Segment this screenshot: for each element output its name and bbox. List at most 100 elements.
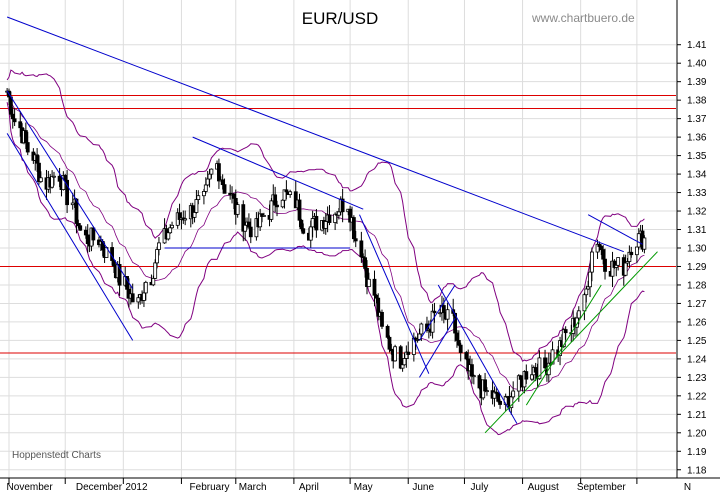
x-tick-label: March: [239, 482, 267, 492]
y-tick-label: 1.19: [687, 447, 707, 458]
candle-body: [308, 226, 313, 241]
candle-body: [543, 357, 547, 369]
candle-body: [629, 251, 634, 256]
candle-body: [151, 277, 156, 286]
candle-body: [530, 374, 534, 380]
candle-body: [387, 336, 392, 350]
candle-body: [455, 332, 459, 341]
candle-body: [380, 311, 384, 327]
y-tick-label: 1.41: [687, 40, 707, 51]
candle-body: [327, 214, 332, 223]
x-tick-label: February: [190, 482, 230, 492]
trendline-main-downtrend: [6, 16, 624, 253]
x-tick-label: April: [299, 482, 319, 492]
y-tick-label: 1.21: [687, 410, 707, 421]
candle-body: [168, 227, 173, 234]
candle-body: [288, 191, 293, 195]
y-tick-label: 1.24: [687, 354, 707, 365]
candle-body: [136, 297, 141, 303]
candle-body: [351, 217, 356, 240]
candle-body: [458, 344, 463, 353]
y-tick-label: 1.36: [687, 133, 707, 144]
candle-body: [363, 257, 368, 269]
candle-body: [385, 325, 390, 338]
y-tick-label: 1.29: [687, 262, 707, 273]
candle-body: [38, 177, 43, 183]
y-tick-label: 1.33: [687, 188, 707, 199]
candle-body: [464, 352, 469, 360]
x-tick-label: August: [528, 482, 559, 492]
candle-body: [52, 175, 56, 178]
candle-body: [196, 195, 201, 200]
y-tick-label: 1.35: [687, 151, 707, 162]
candle-body: [50, 176, 55, 188]
candle-body: [301, 228, 306, 234]
y-tick-label: 1.18: [687, 465, 707, 476]
candle-body: [192, 212, 197, 218]
candle-body: [432, 310, 437, 314]
trendline-june-channel-upper: [419, 284, 456, 341]
y-tick-label: 1.38: [687, 96, 707, 107]
candle-body: [143, 281, 148, 294]
candle-body: [406, 351, 411, 355]
candle-body: [353, 238, 358, 242]
x-tick-label: N: [684, 482, 691, 492]
candle-body: [63, 175, 68, 181]
candle-body: [153, 262, 158, 279]
candle-body: [584, 288, 589, 296]
trendline-july-downtrend: [437, 284, 518, 424]
candle-body: [533, 367, 538, 373]
trendline-september-channel: [587, 214, 643, 245]
bollinger-upper-band: [6, 69, 645, 362]
candle-body: [202, 191, 206, 197]
candle-body: [588, 271, 592, 288]
candle-body: [10, 113, 15, 120]
candle-body: [576, 310, 581, 319]
candle-body: [35, 154, 40, 164]
trendlines: [6, 16, 658, 434]
candle-body: [471, 375, 476, 377]
candle-body: [511, 390, 516, 398]
candle-body: [374, 294, 379, 299]
y-tick-label: 1.31: [687, 225, 707, 236]
source-label: Hoppenstedt Charts: [12, 450, 101, 461]
candle-body: [470, 364, 474, 377]
candle-body: [142, 292, 146, 301]
x-tick-label: 2012: [125, 482, 148, 492]
candle-body: [582, 294, 587, 312]
candle-body: [166, 232, 171, 240]
candle-body: [275, 204, 279, 208]
candle-body: [366, 278, 371, 288]
candle-body: [496, 392, 501, 402]
candle-body: [537, 357, 542, 380]
trendline-downtrend-upper: [6, 90, 134, 289]
y-axis-ticks: 1.18 1.19 1.20 1.21 1.22 1.23 1.24 1.25 1.26 1.27…: [687, 40, 707, 476]
candle-body: [91, 227, 96, 241]
candle-body: [117, 264, 122, 286]
candle-body: [550, 349, 555, 365]
trendline-downtrend-lower: [6, 133, 134, 341]
candle-body: [248, 226, 253, 238]
candle-body: [194, 199, 199, 213]
y-tick-label: 1.26: [687, 317, 707, 328]
candle-body: [217, 163, 221, 182]
candle-body: [393, 346, 398, 362]
candle-body: [207, 173, 212, 180]
y-tick-label: 1.40: [687, 59, 707, 70]
candle-body: [603, 258, 607, 272]
candle-body: [262, 215, 266, 217]
candle-body: [8, 96, 13, 115]
y-tick-label: 1.39: [687, 77, 707, 88]
candle-body: [402, 358, 407, 366]
candle-body: [243, 224, 248, 232]
candle-body: [57, 175, 62, 182]
candle-body: [155, 249, 159, 264]
candle-body: [78, 225, 83, 231]
candle-body: [12, 118, 17, 123]
candle-body: [65, 179, 69, 206]
candle-body: [634, 246, 639, 256]
candle-body: [85, 234, 90, 245]
candle-body: [269, 200, 274, 220]
candle-body: [485, 390, 489, 393]
